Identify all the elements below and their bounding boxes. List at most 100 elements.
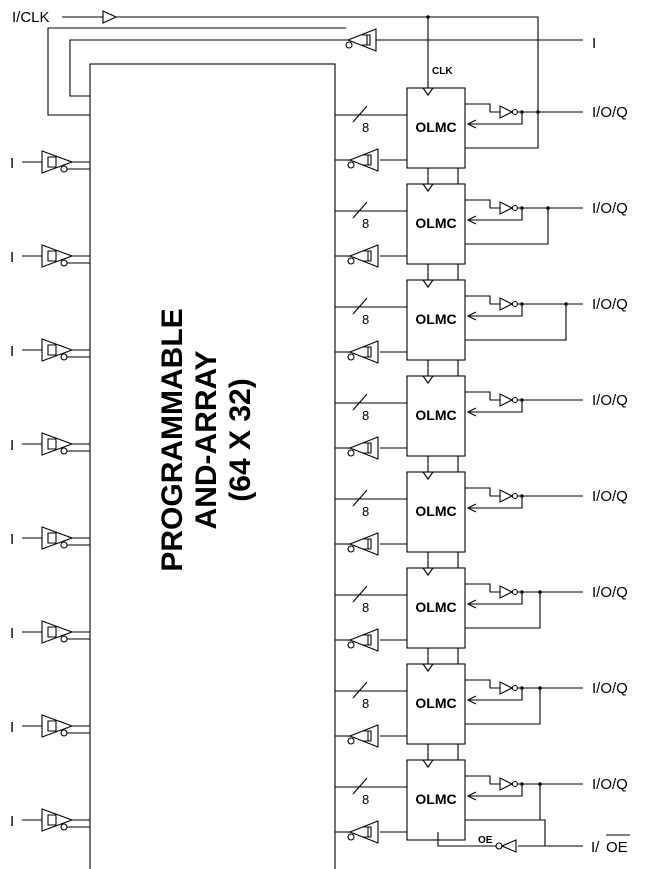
clock-input-icon — [422, 279, 434, 288]
bus-width-label: 8 — [362, 792, 369, 807]
feedback-buffer-icon — [348, 724, 379, 748]
olmc-block — [406, 471, 466, 553]
input-pin-label: I — [10, 343, 14, 360]
input-buffer-icon — [41, 714, 74, 738]
olmc-cell: OLMC 8 I/O/Q — [335, 471, 628, 568]
feedback-buffer-icon — [348, 148, 379, 172]
olmc-cell: OLMC 8 I/O/Q — [335, 759, 628, 844]
feedback-buffer-icon — [348, 532, 379, 556]
input-pin-label: I — [10, 249, 14, 266]
output-buffer-icon — [499, 585, 514, 599]
input-pin-label: I — [10, 625, 14, 642]
oe-input — [437, 819, 583, 853]
clock-input-icon — [422, 183, 434, 192]
input-buffer-icon — [41, 338, 74, 362]
array-title-line1: PROGRAMMABLE — [156, 308, 189, 571]
olmc-cell: OLMC 8 I/O/Q — [335, 87, 628, 184]
oe-label: OE — [478, 835, 493, 846]
olmc-label: OLMC — [415, 407, 456, 423]
olmc-block — [406, 567, 466, 649]
input-buffer-icon — [41, 620, 74, 644]
input-pin-label: I — [10, 719, 14, 736]
input-pin: I — [10, 338, 90, 362]
output-buffer-icon — [499, 489, 514, 503]
olmc-block — [406, 375, 466, 457]
bus-width-label: 8 — [362, 408, 369, 423]
io-pin-label: I/O/Q — [592, 488, 628, 505]
array-title-line2: AND-ARRAY — [190, 351, 223, 530]
array-title-line3: (64 X 32) — [224, 378, 257, 501]
clock-input-icon — [422, 471, 434, 480]
clock-input-icon — [422, 375, 434, 384]
input-pin-label: I — [10, 155, 14, 172]
olmc-block — [406, 759, 466, 841]
io-pin-label: I/O/Q — [592, 584, 628, 601]
input-pin-label: I — [10, 437, 14, 454]
input-pin: I — [10, 620, 90, 644]
olmc-label: OLMC — [415, 791, 456, 807]
olmc-label: OLMC — [415, 311, 456, 327]
io-pin-label: I/O/Q — [592, 104, 628, 121]
oe-pin-prefix: I/ — [591, 839, 600, 856]
olmc-block — [406, 663, 466, 745]
clock-input-icon — [422, 87, 434, 96]
olmc-cell: OLMC 8 I/O/Q — [335, 279, 628, 376]
bus-width-label: 8 — [362, 600, 369, 615]
bus-width-label: 8 — [362, 120, 369, 135]
input-buffer-icon — [41, 526, 74, 550]
olmc-label: OLMC — [415, 503, 456, 519]
input-buffer-icon — [41, 432, 74, 456]
and-array — [89, 63, 336, 869]
olmc-label: OLMC — [415, 599, 456, 615]
clk-feedback-wire — [47, 27, 346, 116]
input-pin-label: I — [10, 813, 14, 830]
input-buffer-icon — [41, 808, 74, 832]
olmc-block — [406, 87, 466, 169]
io-pin-label: I/O/Q — [592, 200, 628, 217]
olmc-cell: OLMC 8 I/O/Q — [335, 567, 628, 664]
input-pin: I — [10, 714, 90, 738]
and-array-label: PROGRAMMABLE AND-ARRAY (64 X 32) — [156, 308, 257, 571]
olmc-label: OLMC — [415, 215, 456, 231]
io-pin-label: I/O/Q — [592, 392, 628, 409]
olmc-cell: OLMC 8 I/O/Q — [335, 663, 628, 760]
feedback-buffer-icon — [348, 244, 379, 268]
clock-input-icon — [422, 567, 434, 576]
feedback-buffer-icon — [348, 340, 379, 364]
input-pin: I — [10, 150, 90, 174]
output-buffer-icon — [499, 105, 514, 119]
feedback-buffer-icon — [348, 628, 379, 652]
output-buffer-icon — [499, 393, 514, 407]
input-pin-label: I — [10, 531, 14, 548]
olmc-block — [406, 183, 466, 265]
olmc-block — [406, 279, 466, 361]
input-pin: I — [10, 526, 90, 550]
oe-pin-label: I/ OE — [591, 834, 630, 856]
io-pin-label: I/O/Q — [592, 296, 628, 313]
input-buffer-icon — [41, 150, 74, 174]
bus-width-label: 8 — [362, 216, 369, 231]
olmc-cell: OLMC 8 I/O/Q — [335, 375, 628, 472]
io-pin-label: I/O/Q — [592, 680, 628, 697]
top-input-label: I — [592, 35, 596, 52]
output-buffer-icon — [499, 681, 514, 695]
top-input-buffer-icon — [69, 28, 583, 97]
input-pin: I — [10, 808, 90, 832]
feedback-buffer-icon — [348, 820, 379, 844]
output-buffer-icon — [499, 777, 514, 791]
olmc-cell: OLMC 8 I/O/Q — [335, 183, 628, 280]
feedback-buffer-icon — [348, 436, 379, 460]
bus-width-label: 8 — [362, 312, 369, 327]
input-pin: I — [10, 432, 90, 456]
oe-pin-bar-text: OE — [606, 839, 628, 856]
clock-input-icon — [422, 663, 434, 672]
output-buffer-icon — [499, 297, 514, 311]
io-pin-label: I/O/Q — [592, 776, 628, 793]
clk-label: CLK — [432, 66, 453, 77]
bus-width-label: 8 — [362, 504, 369, 519]
input-pin: I — [10, 244, 90, 268]
clock-input-icon — [422, 759, 434, 768]
olmc-label: OLMC — [415, 695, 456, 711]
input-buffer-icon — [41, 244, 74, 268]
